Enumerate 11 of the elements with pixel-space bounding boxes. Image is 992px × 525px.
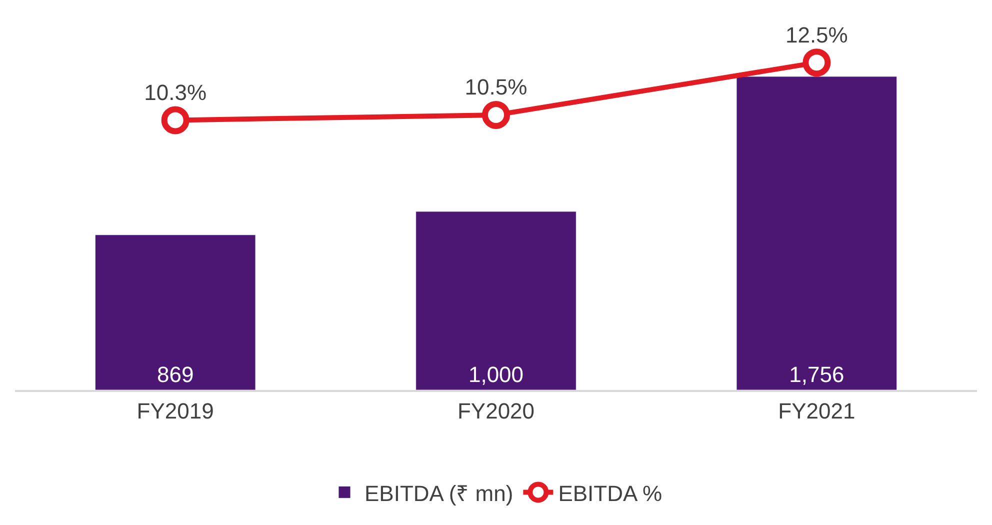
legend-label: EBITDA % (558, 480, 662, 506)
x-tick-label: FY2019 (136, 398, 214, 424)
data-label: 869 (156, 362, 194, 387)
x-tick-label: FY2020 (457, 398, 535, 424)
data-label: 10.5% (464, 74, 528, 100)
data-label: 1,000 (468, 362, 524, 387)
data-label: 12.5% (785, 22, 848, 48)
data-label: 1,756 (789, 362, 844, 387)
legend-label: EBITDA (₹ mn) (364, 480, 514, 506)
data-label: 10.3% (144, 80, 207, 105)
x-tick-label: FY2021 (778, 398, 856, 424)
